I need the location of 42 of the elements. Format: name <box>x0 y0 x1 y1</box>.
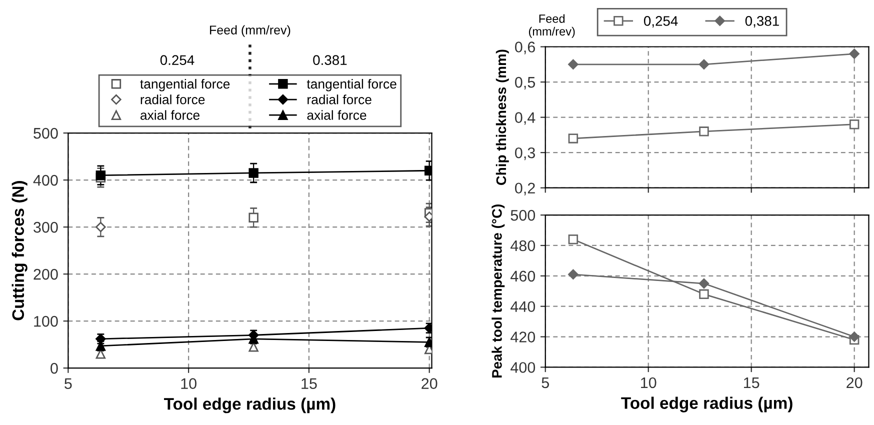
x-tick-label: 5 <box>64 378 72 389</box>
y-tick-label: 500 <box>510 210 536 221</box>
text: 0.254 <box>160 55 194 66</box>
legend-title: Feed (mm/rev) <box>210 25 290 37</box>
legend-label: 0,381 <box>745 16 779 28</box>
legend-label: tangential force <box>140 78 230 92</box>
y-tick-label: 400 <box>510 362 536 373</box>
text: 0.381 <box>313 55 347 66</box>
y-tick-label: 0 <box>50 362 58 374</box>
y-axis-title: Peak tool temperature (°C) <box>492 204 505 378</box>
y-tick-label: 400 <box>33 174 58 186</box>
legend-label: radial force <box>308 94 372 104</box>
x-tick-label: 10 <box>641 377 656 388</box>
y-tick-label: 500 <box>34 128 58 139</box>
y-tick-label: 0,3 <box>515 147 535 160</box>
y-tick-label: 0,4 <box>515 112 536 125</box>
legend-label: tangential force <box>306 78 396 92</box>
legend-label: axial force <box>307 110 366 120</box>
x-tick-label: 15 <box>302 378 317 389</box>
legend-label: radial force <box>140 94 205 104</box>
x-axis-title: Tool edge radius (µm) <box>621 396 792 412</box>
x-tick-label: 5 <box>542 377 549 388</box>
x-tick-label: 20 <box>846 377 862 388</box>
y-tick-label: 0,2 <box>515 182 535 196</box>
y-tick-label: 440 <box>510 301 536 312</box>
y-tick-label: 0,5 <box>515 76 536 90</box>
x-tick-label: 10 <box>181 378 196 389</box>
y-tick-label: 460 <box>510 270 536 282</box>
y-tick-label: 100 <box>34 316 58 327</box>
legend-label: axial force <box>140 110 200 120</box>
y-axis-title: Cutting forces (N) <box>12 180 28 320</box>
y-tick-label: 420 <box>510 332 536 342</box>
y-tick-label: 480 <box>510 240 536 252</box>
y-axis-title: Chip thickness (mm) <box>496 50 509 186</box>
x-tick-label: 20 <box>422 378 438 389</box>
x-tick-label: 15 <box>744 377 760 388</box>
y-tick-label: 200 <box>34 268 58 280</box>
legend-title: Feed (mm/rev) <box>528 14 575 38</box>
x-axis-title: Tool edge radius (µm) <box>164 398 336 414</box>
y-tick-label: 300 <box>34 222 58 233</box>
y-tick-label: 0,6 <box>515 42 535 54</box>
legend-label: 0,254 <box>644 16 678 28</box>
